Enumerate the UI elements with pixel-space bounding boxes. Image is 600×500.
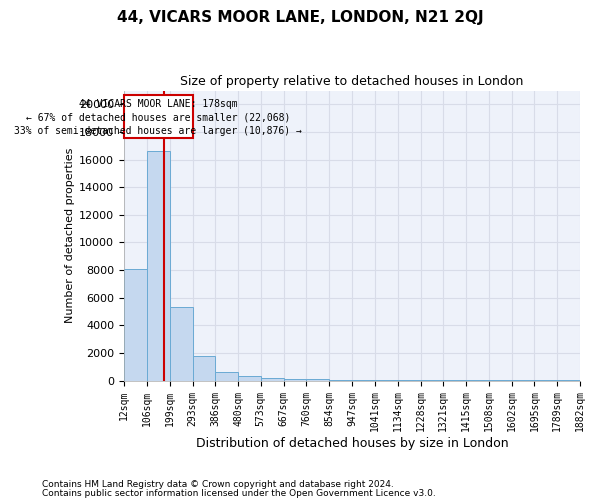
Text: 33% of semi-detached houses are larger (10,876) →: 33% of semi-detached houses are larger (… — [14, 126, 302, 136]
Y-axis label: Number of detached properties: Number of detached properties — [65, 148, 75, 324]
FancyBboxPatch shape — [124, 94, 193, 138]
Text: 44 VICARS MOOR LANE: 178sqm: 44 VICARS MOOR LANE: 178sqm — [79, 99, 238, 109]
Text: 44, VICARS MOOR LANE, LONDON, N21 2QJ: 44, VICARS MOOR LANE, LONDON, N21 2QJ — [116, 10, 484, 25]
Bar — [124, 268, 147, 380]
Bar — [170, 308, 193, 380]
Bar — [215, 372, 238, 380]
Bar — [284, 379, 307, 380]
Bar — [261, 378, 284, 380]
Bar — [147, 152, 170, 380]
Text: ← 67% of detached houses are smaller (22,068): ← 67% of detached houses are smaller (22… — [26, 112, 290, 122]
Title: Size of property relative to detached houses in London: Size of property relative to detached ho… — [181, 75, 524, 88]
X-axis label: Distribution of detached houses by size in London: Distribution of detached houses by size … — [196, 437, 508, 450]
Text: Contains HM Land Registry data © Crown copyright and database right 2024.: Contains HM Land Registry data © Crown c… — [42, 480, 394, 489]
Bar — [238, 376, 261, 380]
Text: Contains public sector information licensed under the Open Government Licence v3: Contains public sector information licen… — [42, 490, 436, 498]
Bar — [193, 356, 215, 380]
